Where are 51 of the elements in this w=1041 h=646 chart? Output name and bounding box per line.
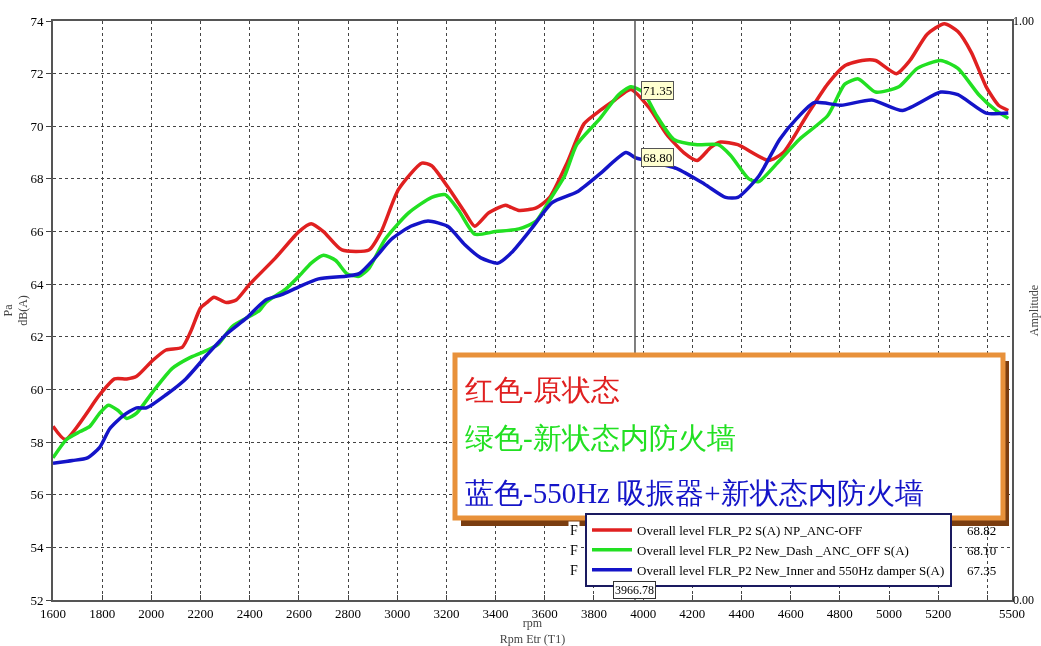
x-tick-label: 4200 [679, 605, 706, 621]
x-tick-label: 3200 [433, 605, 460, 621]
x-tick-label: 4400 [728, 605, 755, 621]
x-tick-label: 5000 [876, 605, 903, 621]
annotation: 68.80 [643, 150, 673, 165]
y-tick-label: 70 [30, 118, 44, 134]
ref-line-label: 3966.78 [615, 583, 654, 597]
x-tick-label: 4000 [630, 605, 657, 621]
x-tick-label: 3800 [580, 605, 607, 621]
y-tick-label: 74 [30, 13, 44, 29]
x-tick-label: 3600 [531, 605, 558, 621]
annotation: 绿色-新状态内防火墙 [465, 422, 736, 454]
annotation: F [570, 523, 578, 538]
annotation: F [570, 543, 578, 558]
legend-label: Overall level FLR_P2 S(A) NP_ANC-OFF [637, 523, 863, 539]
x-tick-label: 5200 [925, 605, 952, 621]
legend-label: Overall level FLR_P2 New_Inner and 550Hz damper S(A) [637, 562, 945, 578]
y2-tick-label: 0.00 [1013, 593, 1034, 608]
annotation: 蓝色-550Hz 吸振器+新状态内防火墙 [465, 477, 924, 509]
x-tick-label: 2000 [138, 605, 165, 621]
y-tick-label: 66 [30, 224, 44, 240]
annotation: 71.35 [643, 83, 673, 98]
annotation: 68.82 [967, 523, 997, 538]
y-tick-label: 52 [30, 592, 44, 608]
x-tick-label: 3400 [482, 605, 509, 621]
y-tick-label: 54 [30, 539, 44, 555]
x-tick-label: 2800 [335, 605, 362, 621]
y-tick-label: 68 [30, 171, 44, 187]
y2-tick-label: 1.00 [1013, 14, 1034, 29]
y-tick-label: 62 [30, 329, 44, 345]
y-tick-label: 56 [30, 487, 44, 503]
x-tick-label: 1600 [40, 605, 66, 621]
legend-label: Overall level FLR_P2 New_Dash _ANC_OFF S(A) [637, 542, 909, 558]
y-tick-label: 58 [30, 434, 44, 450]
y2-axis-title: Amplitude [1027, 284, 1041, 337]
y-tick-label: 64 [30, 276, 44, 292]
annotation: 67.35 [967, 563, 997, 578]
x-tick-label: 1800 [89, 605, 116, 621]
x-tick-label: 5500 [999, 605, 1025, 621]
x-tick-label: 2600 [285, 605, 312, 621]
y-tick-label: 72 [30, 66, 44, 82]
x-tick-label: 4600 [777, 605, 804, 621]
x-tick-label: 3000 [384, 605, 411, 621]
annotation: 68.10 [967, 543, 997, 558]
x-tick-label: 4800 [826, 605, 853, 621]
x-tick-label: 2400 [236, 605, 263, 621]
y-axis-title: Pa dB(A) [0, 295, 31, 326]
y-tick-label: 60 [30, 382, 44, 397]
annotation: F [570, 563, 578, 578]
annotation: 红色-原状态 [465, 374, 620, 406]
x-tick-label: 2200 [187, 605, 214, 621]
